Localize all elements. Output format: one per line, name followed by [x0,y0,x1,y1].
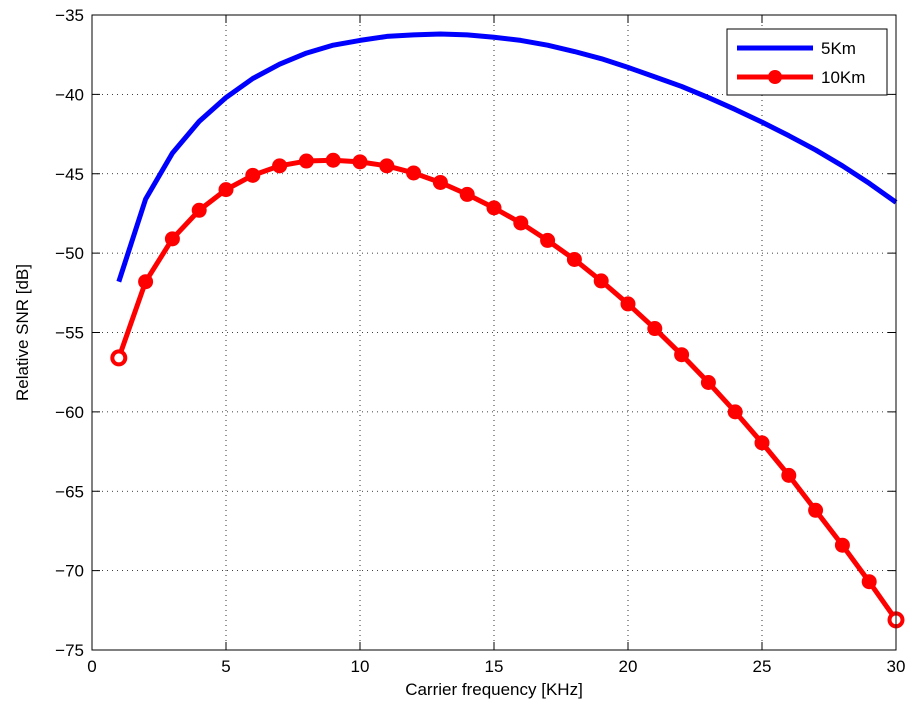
legend-label: 5Km [821,39,856,58]
data-point [245,167,261,183]
plot-frame [91,14,897,651]
data-point [700,375,716,391]
data-point [218,182,234,198]
legend-item: 10Km [737,68,865,87]
series-line [116,157,899,622]
data-point [781,467,797,483]
series-5Km [116,31,898,283]
y-tick-label: −45 [55,165,84,184]
data-point [834,537,850,553]
data-point [593,273,609,289]
data-point [754,435,770,451]
data-point [674,347,690,363]
data-point [298,153,314,169]
data-point [352,154,368,170]
x-tick-label: 10 [351,657,370,676]
series-layer [110,31,905,629]
data-point [620,296,636,312]
x-tick-label: 20 [619,657,638,676]
y-tick-label: −55 [55,324,84,343]
x-axis-label: Carrier frequency [KHz] [405,680,583,699]
legend: 5Km 10Km [726,28,888,96]
y-tick-label: −65 [55,482,84,501]
data-point [325,152,341,168]
y-tick-label: −75 [55,641,84,660]
legend-item: 5Km [737,39,856,58]
data-point [110,349,128,367]
data-point [191,202,207,218]
data-point [647,321,663,337]
y-tick-label: −35 [55,6,84,25]
y-axis-label: Relative SNR [dB] [13,264,32,401]
data-point [379,158,395,174]
x-tick-label: 30 [887,657,906,676]
legend-marker [768,70,782,84]
data-point [513,215,529,231]
series-10Km [110,152,905,629]
data-point [486,200,502,216]
y-tick-label: −70 [55,562,84,581]
legend-box [726,28,888,96]
x-tick-label: 15 [485,657,504,676]
x-tick-label: 25 [753,657,772,676]
data-point [540,232,556,248]
data-point [432,174,448,190]
data-point [861,574,877,590]
data-point [272,158,288,174]
data-point [459,186,475,202]
x-tick-label: 5 [221,657,230,676]
x-tick-label: 0 [87,657,96,676]
y-tick-label: −50 [55,244,84,263]
legend-label: 10Km [821,68,865,87]
tick-labels: 0 5 10 15 20 25 30 −75 −70 −65 −60 −55 −50 −45 −40 −35 [55,6,905,676]
data-point [808,502,824,518]
data-point [406,165,422,181]
series-line [116,31,898,283]
data-point [138,274,154,290]
data-point [727,404,743,420]
y-tick-label: −60 [55,403,84,422]
data-point [164,231,180,247]
y-tick-label: −40 [55,85,84,104]
data-point [566,251,582,267]
